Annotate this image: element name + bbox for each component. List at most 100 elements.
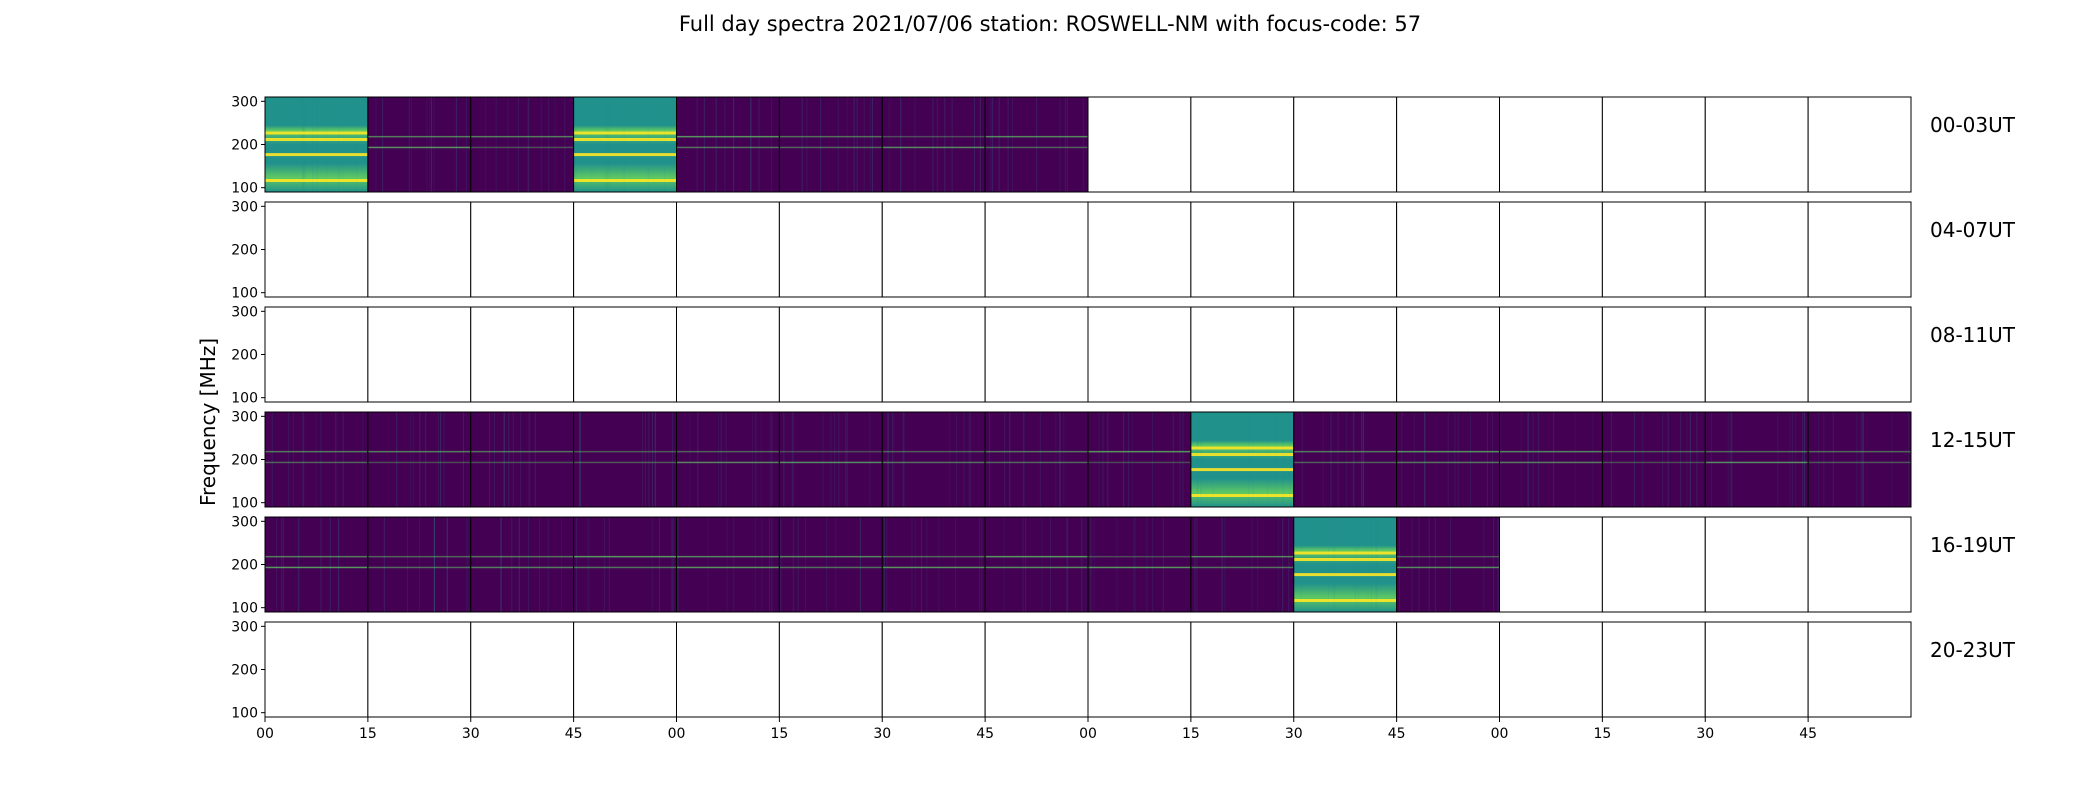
spectrum-streak [280, 517, 282, 612]
panel-frame [1807, 516, 1912, 613]
spectrum-streak [1375, 517, 1377, 612]
spectrum-streak [720, 412, 722, 507]
spectrum-streak [1267, 412, 1269, 507]
spectrum-streak [820, 97, 822, 192]
spectrum-streak [320, 517, 322, 612]
spectrum-panel [1396, 517, 1500, 612]
spectrum-streak [769, 412, 771, 507]
spectrum-streak [1818, 412, 1820, 507]
spectrum-streak [540, 97, 542, 192]
rfi-band [470, 555, 574, 558]
rfi-band [779, 461, 883, 464]
rfi-band [573, 179, 677, 182]
spectrum-streak [1023, 412, 1025, 507]
spectrum-streak [932, 97, 934, 192]
empty-panel [1190, 202, 1294, 297]
spectrum-streak [1497, 517, 1499, 612]
empty-panel [1396, 202, 1500, 297]
spectrum-streak [500, 517, 502, 612]
spectrum-streak [645, 412, 647, 507]
y-tick-label: 100 [231, 496, 258, 512]
empty-panel [985, 622, 1088, 717]
spectrum-streak [968, 412, 970, 507]
spectrum-streak [1257, 517, 1259, 612]
spectrum-panel [470, 97, 574, 192]
spectrum-streak [1633, 412, 1635, 507]
spectrum-streak [998, 97, 1000, 192]
spectrum-streak [1491, 412, 1493, 507]
empty-panel [676, 307, 780, 402]
spectrum-panel [573, 517, 677, 612]
empty-panel [367, 622, 471, 717]
x-tick-label: 15 [1182, 726, 1200, 742]
spectrum-streak [342, 412, 344, 507]
spectrum-streak [979, 97, 981, 192]
spectrum-streak [1376, 517, 1378, 612]
empty-panel [1190, 622, 1294, 717]
spectrum-streak [1041, 517, 1043, 612]
spectrum-streak [547, 517, 549, 612]
spectrum-streak [1282, 517, 1284, 612]
spectrum-streak [315, 412, 317, 507]
spectrum-streak [1066, 97, 1068, 192]
spectrum-panel [882, 97, 986, 192]
spectrum-streak [292, 412, 294, 507]
spectrum-streak [1067, 517, 1069, 612]
spectrum-streak [1172, 412, 1174, 507]
rfi-band [882, 566, 986, 569]
spectrum-streak [755, 412, 757, 507]
rfi-band [1190, 468, 1294, 472]
rfi-band [882, 461, 986, 464]
spectrum-streak [769, 517, 770, 612]
spectrum-streak [1454, 412, 1456, 507]
spectrum-streak [624, 97, 626, 192]
y-tick-label: 300 [231, 409, 258, 425]
rfi-band [367, 566, 471, 569]
empty-panel [367, 202, 471, 297]
spectrum-streak [951, 97, 953, 192]
spectrum-streak [846, 97, 848, 192]
spectrum-streak [489, 412, 490, 507]
spectra-row: 100 200 300 00-03UT [231, 94, 2015, 196]
rfi-band [367, 135, 471, 138]
x-tick-label: 45 [976, 726, 994, 742]
spectrum-streak [845, 412, 847, 507]
y-tick-label: 100 [231, 286, 258, 302]
row-time-label: 12-15UT [1930, 428, 2016, 452]
spectrum-streak [949, 412, 951, 507]
spectrum-streak [992, 97, 994, 192]
spectrum-streak [493, 412, 495, 507]
rfi-band [573, 566, 677, 569]
spectrum-streak [1680, 412, 1682, 507]
spectrum-streak [517, 97, 519, 192]
spectrum-streak [1152, 412, 1153, 507]
spectrum-streak [870, 97, 872, 192]
spectrum-panel [779, 412, 883, 507]
spectrum-streak [1731, 412, 1733, 507]
rfi-band [265, 153, 368, 157]
spectrum-streak [1007, 97, 1009, 192]
spectrum-streak [792, 412, 794, 507]
spectrum-streak [1470, 412, 1471, 507]
spectrum-streak [1197, 412, 1199, 507]
spectrum-streak [433, 517, 435, 612]
spectrum-streak [1823, 412, 1825, 507]
spectrum-streak [642, 412, 644, 507]
rfi-band [676, 146, 780, 149]
spectrum-streak [500, 517, 502, 612]
spectrum-streak [1248, 412, 1250, 507]
spectrum-streak [1346, 412, 1348, 507]
spectrum-streak [455, 97, 457, 192]
spectrum-streak [1486, 412, 1488, 507]
spectra-row: 100 200 300 04-07UT [231, 199, 2015, 301]
spectrum-streak [872, 97, 873, 192]
spectrum-streak [1804, 412, 1805, 507]
rfi-band [265, 461, 368, 464]
spectrum-streak [1123, 412, 1125, 507]
spectrum-streak [1361, 412, 1362, 507]
spectrum-streak [508, 412, 510, 507]
rfi-band [470, 450, 574, 453]
rfi-band [1293, 558, 1397, 561]
spectrum-streak [1182, 412, 1184, 507]
empty-panel [573, 622, 677, 717]
